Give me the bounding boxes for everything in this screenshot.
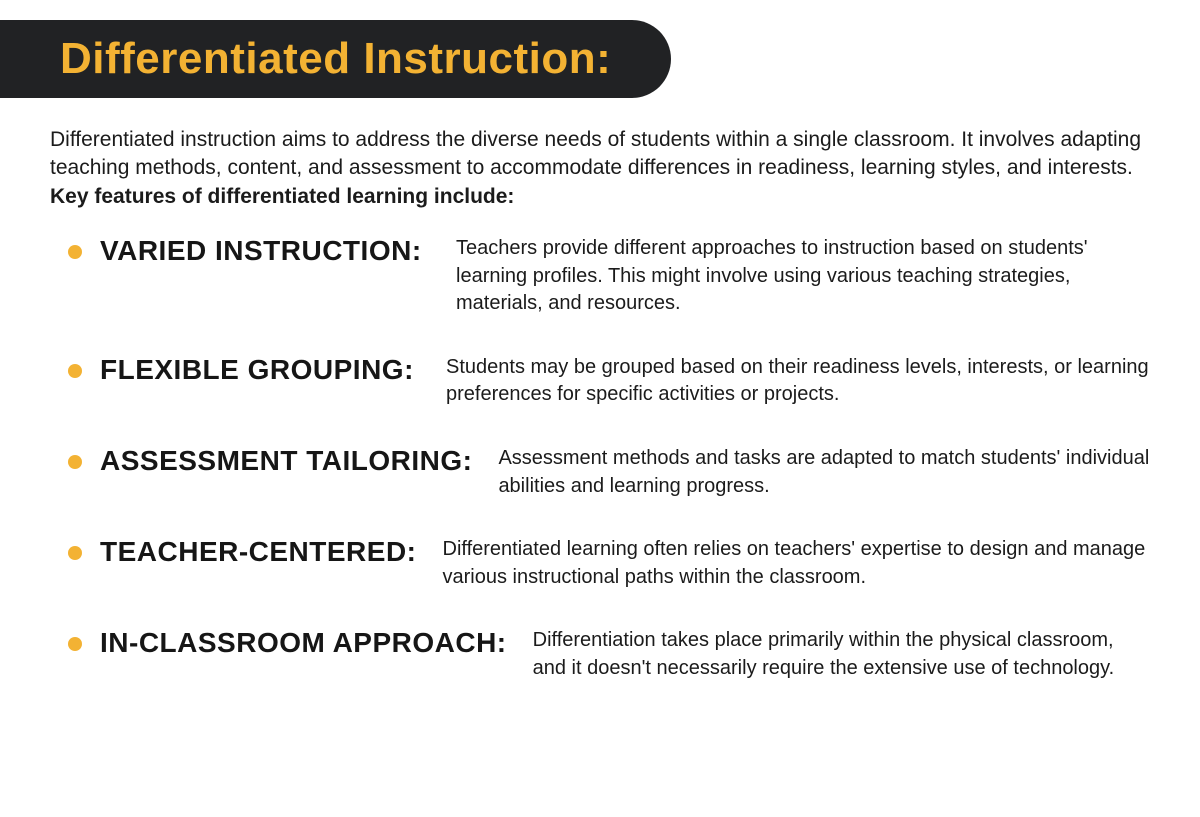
bullet-icon — [68, 245, 82, 259]
feature-row: TEACHER-CENTERED: Differentiated learnin… — [68, 536, 1150, 591]
feature-description: Assessment methods and tasks are adapted… — [490, 445, 1150, 500]
intro-bold-suffix: Key features of differentiated learning … — [50, 185, 514, 208]
feature-description: Differentiated learning often relies on … — [435, 536, 1151, 591]
feature-row: FLEXIBLE GROUPING: Students may be group… — [68, 354, 1150, 409]
feature-row: ASSESSMENT TAILORING: Assessment methods… — [68, 445, 1150, 500]
header-bar: Differentiated Instruction: — [0, 20, 671, 98]
feature-heading: TEACHER-CENTERED: — [100, 536, 417, 568]
feature-heading: VARIED INSTRUCTION: — [100, 235, 430, 267]
bullet-icon — [68, 546, 82, 560]
feature-description: Students may be grouped based on their r… — [438, 354, 1150, 409]
bullet-icon — [68, 455, 82, 469]
feature-description: Differentiation takes place primarily wi… — [525, 627, 1150, 682]
bullet-icon — [68, 364, 82, 378]
feature-row: IN-CLASSROOM APPROACH: Differentiation t… — [68, 627, 1150, 682]
features-list: VARIED INSTRUCTION: Teachers provide dif… — [0, 229, 1200, 683]
feature-row: VARIED INSTRUCTION: Teachers provide dif… — [68, 235, 1150, 318]
feature-heading: IN-CLASSROOM APPROACH: — [100, 627, 507, 659]
feature-heading: ASSESSMENT TAILORING: — [100, 445, 472, 477]
intro-paragraph: Differentiated instruction aims to addre… — [0, 98, 1200, 229]
intro-body: Differentiated instruction aims to addre… — [50, 128, 1141, 179]
feature-description: Teachers provide different approaches to… — [448, 235, 1150, 318]
feature-heading: FLEXIBLE GROUPING: — [100, 354, 420, 386]
page-title: Differentiated Instruction: — [60, 34, 611, 84]
bullet-icon — [68, 637, 82, 651]
